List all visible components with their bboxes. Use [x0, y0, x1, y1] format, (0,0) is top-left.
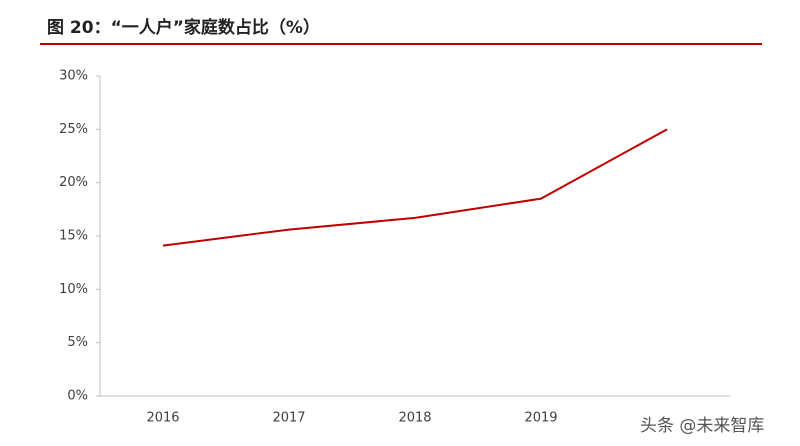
chart-title: 图 20：“一人户”家庭数占比（%）	[47, 17, 320, 38]
y-tick-label: 5%	[67, 335, 88, 350]
y-tick-label: 25%	[59, 122, 88, 137]
x-tick-label: 2017	[272, 411, 305, 426]
watermark: 头条 @未来智库	[640, 416, 764, 436]
y-tick-label: 30%	[59, 69, 88, 84]
y-tick-label: 0%	[67, 389, 88, 404]
y-tick-label: 15%	[59, 229, 88, 244]
y-tick-label: 10%	[59, 282, 88, 297]
y-tick-label: 20%	[59, 175, 88, 190]
x-tick-label: 2018	[398, 411, 431, 426]
x-tick-label: 2019	[524, 411, 557, 426]
x-tick-label: 2016	[146, 411, 179, 426]
data-line	[162, 128, 668, 247]
